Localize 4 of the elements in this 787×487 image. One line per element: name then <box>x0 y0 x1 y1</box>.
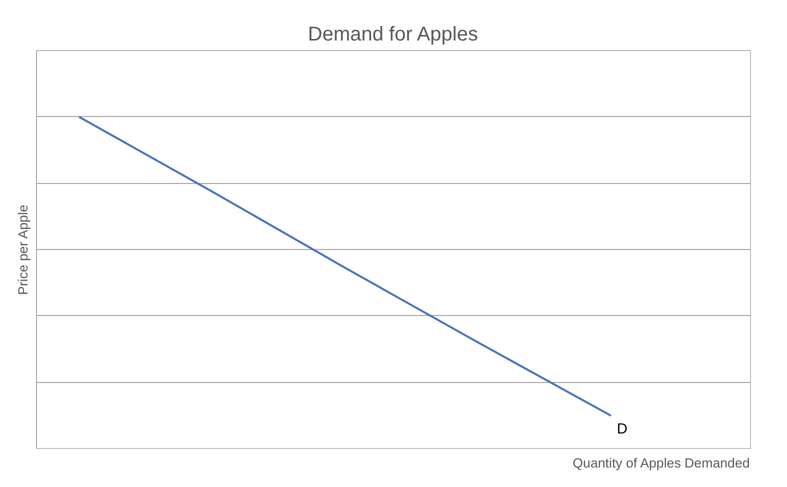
chart-title: Demand for Apples <box>308 24 478 46</box>
series-label: D <box>616 422 628 438</box>
x-axis-title: Quantity of Apples Demanded <box>572 456 750 470</box>
y-axis-title: Price per Apple <box>16 204 30 296</box>
